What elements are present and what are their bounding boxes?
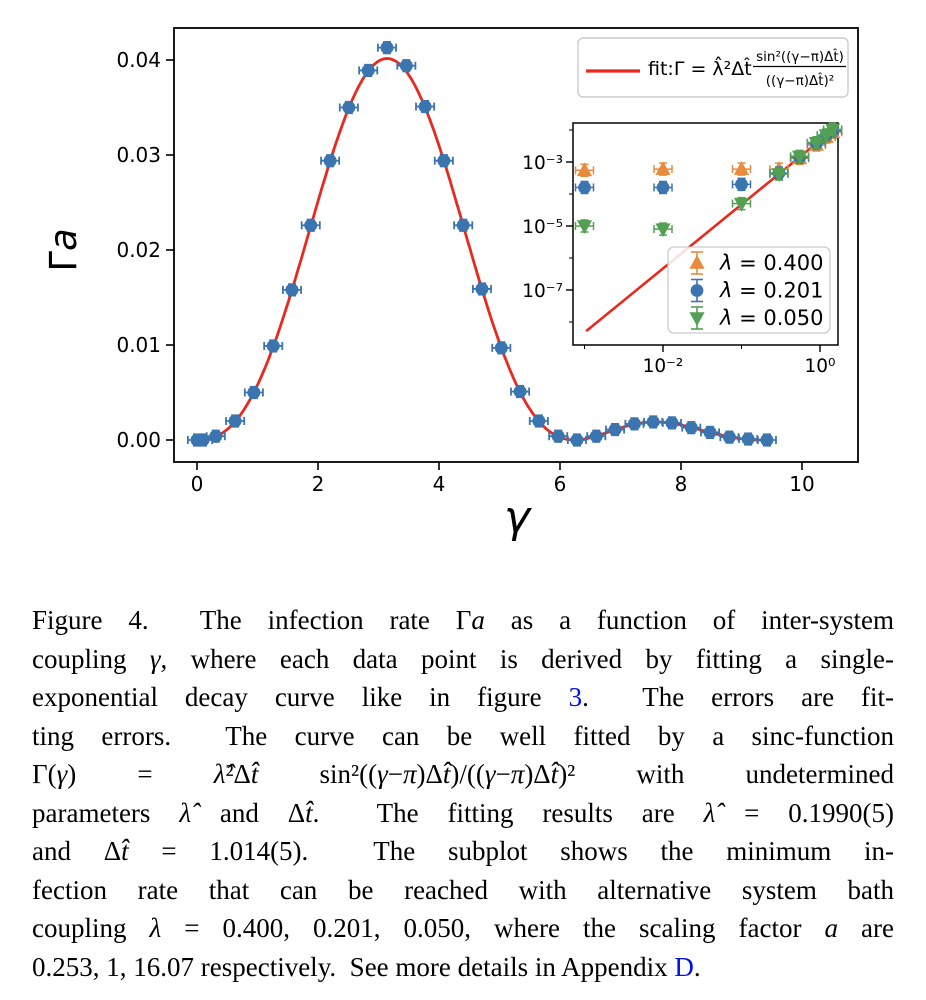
caption-text: = 0.1990(5) — [715, 797, 894, 828]
svg-text:fit:Γ = λ̂²Δt̂: fit:Γ = λ̂²Δt̂ — [648, 56, 752, 80]
caption-text: are — [838, 913, 894, 943]
caption-text: sin²(( — [258, 759, 378, 789]
caption-line: fection rate that can be reached with al… — [32, 871, 894, 910]
caption-math: t̂ — [442, 759, 451, 789]
caption-text: Figure 4. The infection rate Γ — [32, 605, 472, 635]
caption-math: γ — [484, 759, 496, 789]
caption-math: a — [471, 605, 485, 635]
caption-text: ) = — [67, 759, 214, 789]
caption-math: t̂ — [250, 759, 259, 789]
data-points — [187, 41, 777, 447]
main-plot: 0.00 0.01 0.02 0.03 0.04 0 2 4 6 8 10 Γa γ fit:Γ = λ̂… — [42, 27, 859, 543]
caption-text: 0.253, 1, 16.07 respectively. See more d… — [32, 951, 675, 982]
caption-text: . The errors are fit- — [582, 682, 894, 712]
inset-legend-label: λ = 0.050 — [719, 306, 824, 330]
caption-math: γ — [377, 759, 388, 789]
caption-math: γ — [56, 759, 68, 789]
figure-canvas: 0.00 0.01 0.02 0.03 0.04 0 2 4 6 8 10 Γa γ fit:Γ = λ̂… — [42, 27, 859, 543]
svg-text:0.02: 0.02 — [116, 238, 161, 262]
caption-math: t̂ — [550, 759, 559, 789]
caption-text: )Δ — [524, 759, 551, 789]
inset-legend: λ = 0.400 λ = 0.201 λ = 0.050 — [667, 246, 831, 334]
svg-text:0.03: 0.03 — [116, 143, 161, 167]
svg-text:10⁻⁷: 10⁻⁷ — [522, 281, 563, 302]
svg-text:10⁰: 10⁰ — [805, 356, 836, 377]
svg-text:0.04: 0.04 — [116, 48, 161, 72]
inset-fit-line — [585, 128, 835, 333]
caption-text: )² with undetermined — [558, 759, 894, 789]
caption-text: − — [387, 759, 404, 789]
main-ylabel: Γa — [42, 228, 85, 271]
inset-legend-label: λ = 0.201 — [719, 279, 824, 303]
svg-text:0.00: 0.00 — [116, 428, 161, 452]
svg-text:10⁻³: 10⁻³ — [522, 153, 563, 174]
caption-text: parameters — [32, 797, 180, 828]
svg-text:sin²((γ−π)Δt̂): sin²((γ−π)Δt̂) — [756, 49, 844, 65]
figure-caption: Figure 4. The infection rate Γa as a fun… — [32, 601, 894, 986]
inset-x-axis: 10⁻² 10⁰ — [584, 345, 836, 377]
caption-math: π — [403, 759, 417, 789]
caption-text: fection rate that can be reached with al… — [32, 874, 894, 905]
caption-text: ting errors. The curve can be well fitte… — [32, 720, 894, 751]
caption-text: and Δ — [32, 836, 122, 866]
svg-text:((γ−π)Δt̂)²: ((γ−π)Δt̂)² — [766, 73, 834, 89]
caption-line: coupling λ = 0.400, 0.201, 0.050, where … — [32, 909, 894, 948]
main-y-axis: 0.00 0.01 0.02 0.03 0.04 — [116, 48, 174, 452]
caption-math: λ̂ — [179, 797, 192, 828]
caption-math: γ — [149, 643, 161, 674]
svg-text:0.01: 0.01 — [116, 333, 161, 357]
caption-text: . — [693, 951, 701, 982]
caption-line: and Δt̂ = 1.014(5). The subplot shows th… — [32, 832, 894, 871]
inset-y-axis: 10⁻³ 10⁻⁵ 10⁻⁷ — [522, 129, 573, 323]
caption-text: = 1.014(5). The subplot shows the minimu… — [128, 836, 894, 866]
caption-math: λ — [149, 913, 162, 943]
svg-text:4: 4 — [433, 472, 446, 496]
caption-text: Γ( — [32, 759, 57, 789]
svg-text:10⁻²: 10⁻² — [643, 356, 684, 377]
caption-text: , where each data point is derived by fi… — [160, 643, 894, 674]
figure-4: 0.00 0.01 0.02 0.03 0.04 0 2 4 6 8 10 Γa γ fit:Γ = λ̂… — [42, 27, 859, 543]
main-xlabel: γ — [504, 492, 532, 543]
caption-line: Γ(γ) = λ̂²Δt̂ sin²((γ−π)Δt̂)/((γ−π)Δt̂)²… — [32, 755, 894, 794]
caption-line: parameters λ̂ and Δt̂. The fitting resul… — [32, 794, 894, 833]
caption-math: λ̂ — [703, 797, 716, 828]
caption-text: as a function of inter-system — [484, 605, 895, 635]
series-0.050 — [574, 122, 843, 238]
svg-text:10⁻⁵: 10⁻⁵ — [522, 217, 563, 238]
svg-text:0: 0 — [191, 472, 204, 496]
svg-text:6: 6 — [554, 472, 567, 496]
caption-text: )Δ — [416, 759, 443, 789]
caption-text: and Δ — [191, 797, 306, 828]
caption-line: exponential decay curve like in figure 3… — [32, 678, 894, 717]
caption-math: λ̂ — [213, 759, 226, 789]
caption-math: t̂ — [305, 797, 313, 828]
svg-text:2: 2 — [312, 472, 325, 496]
caption-line: ting errors. The curve can be well fitte… — [32, 717, 894, 756]
main-legend: fit:Γ = λ̂²Δt̂sin²((γ−π)Δt̂) ((γ−π)Δt̂)² — [577, 37, 849, 98]
caption-text: coupling — [32, 643, 150, 674]
caption-text: exponential decay curve like in figure — [32, 682, 569, 712]
caption-math: t̂ — [121, 836, 129, 866]
caption-line: coupling γ, where each data point is der… — [32, 640, 894, 679]
ref-link[interactable]: 3 — [568, 682, 583, 712]
caption-text: coupling — [32, 913, 150, 943]
caption-math: a — [824, 913, 839, 943]
caption-text: . The fitting results are — [312, 797, 704, 828]
main-x-axis: 0 2 4 6 8 10 — [191, 462, 815, 496]
caption-line: 0.253, 1, 16.07 respectively. See more d… — [32, 948, 894, 987]
caption-text: = 0.400, 0.201, 0.050, where the scaling… — [161, 913, 825, 943]
svg-text:10: 10 — [789, 472, 814, 496]
ref-link[interactable]: D — [674, 951, 694, 982]
caption-text: )/(( — [450, 759, 485, 789]
caption-text: ²Δ — [225, 759, 251, 789]
inset-legend-label: λ = 0.400 — [719, 251, 824, 275]
caption-line: Figure 4. The infection rate Γa as a fun… — [32, 601, 894, 640]
svg-text:8: 8 — [675, 472, 688, 496]
caption-math: π — [510, 759, 525, 789]
caption-text: − — [495, 759, 511, 789]
